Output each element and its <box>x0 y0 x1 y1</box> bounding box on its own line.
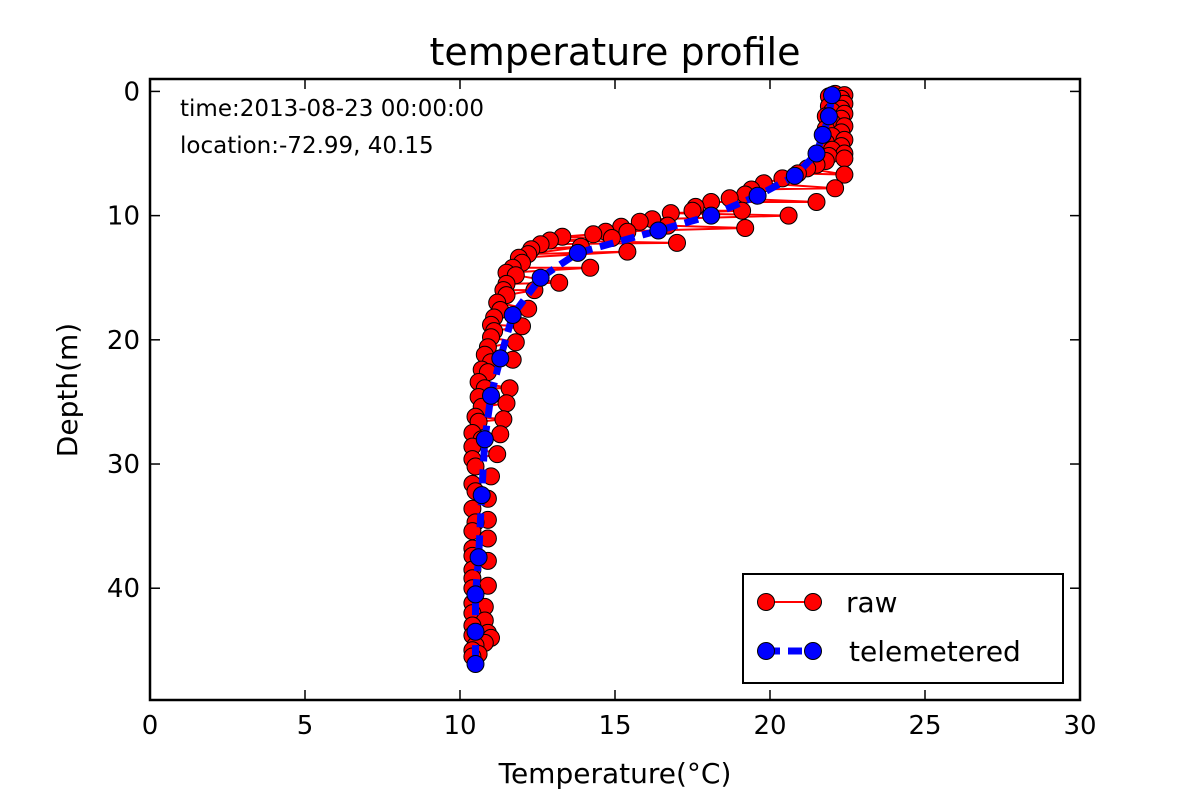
y-axis-label: Depth(m) <box>51 323 84 457</box>
legend-label-raw: raw <box>846 586 898 619</box>
legend-box <box>742 573 1064 684</box>
data-point-raw <box>581 258 600 277</box>
data-point-telemetered <box>819 107 838 126</box>
data-point-telemetered <box>466 585 485 604</box>
legend: raw telemetered <box>742 573 1064 684</box>
data-point-raw <box>835 165 854 184</box>
x-tick-label: 30 <box>1063 711 1096 741</box>
data-point-telemetered <box>531 268 550 287</box>
data-point-telemetered <box>466 622 485 641</box>
y-tick-label: 10 <box>107 202 140 232</box>
data-point-telemetered <box>649 221 668 240</box>
data-point-raw <box>506 333 525 352</box>
chart-title: temperature profile <box>430 30 801 74</box>
data-point-raw <box>488 445 507 464</box>
data-point-raw <box>491 425 510 444</box>
data-point-telemetered <box>482 386 500 405</box>
ticks-layer: 0 5 10 15 20 25 30 0 10 20 30 40 <box>107 77 1097 741</box>
legend-label-telemetered: telemetered <box>849 635 1021 668</box>
x-tick-label: 15 <box>598 711 631 741</box>
data-point-telemetered <box>785 166 804 185</box>
y-tick-label: 0 <box>123 77 140 107</box>
annotation-time: time:2013-08-23 00:00:00 <box>180 96 484 122</box>
x-tick-label: 10 <box>443 711 476 741</box>
y-tick-label: 40 <box>107 574 140 604</box>
y-tick-label: 30 <box>107 450 140 480</box>
data-point-raw <box>618 242 637 261</box>
data-point-telemetered <box>748 186 767 205</box>
y-tick-label: 20 <box>107 326 140 356</box>
data-point-telemetered <box>503 306 522 324</box>
data-point-telemetered <box>469 548 488 567</box>
data-point-raw <box>779 206 798 225</box>
data-point-raw <box>497 394 516 413</box>
data-point-telemetered <box>491 349 510 368</box>
data-point-raw <box>550 273 569 292</box>
data-point-raw <box>500 379 519 398</box>
data-point-telemetered <box>807 144 826 163</box>
data-point-telemetered <box>472 486 491 505</box>
series-telemetered <box>466 86 841 673</box>
data-point-raw <box>807 193 826 211</box>
data-point-raw <box>826 179 845 198</box>
series-layer <box>463 84 854 673</box>
data-point-telemetered <box>823 86 841 105</box>
legend-marker-raw <box>757 593 775 611</box>
data-point-telemetered <box>568 243 587 262</box>
data-point-raw <box>736 219 755 237</box>
legend-marker-telemetered <box>757 642 775 660</box>
data-point-raw <box>494 410 513 429</box>
x-axis-label: Temperature(°C) <box>498 757 732 790</box>
x-tick-label: 25 <box>908 711 941 741</box>
data-point-raw <box>835 149 854 168</box>
data-point-raw <box>683 201 702 220</box>
data-point-telemetered <box>466 655 485 673</box>
data-point-raw <box>668 233 686 252</box>
data-point-raw <box>584 225 603 244</box>
x-tick-label: 0 <box>142 711 159 741</box>
annotation-location: location:-72.99, 40.15 <box>180 133 434 159</box>
x-tick-label: 5 <box>297 711 314 741</box>
legend-marker-raw <box>804 593 822 611</box>
legend-marker-telemetered <box>804 642 822 660</box>
data-point-telemetered <box>475 430 494 449</box>
data-point-telemetered <box>813 125 832 144</box>
data-point-telemetered <box>702 206 721 225</box>
x-tick-label: 20 <box>753 711 786 741</box>
data-point-raw <box>630 212 649 231</box>
